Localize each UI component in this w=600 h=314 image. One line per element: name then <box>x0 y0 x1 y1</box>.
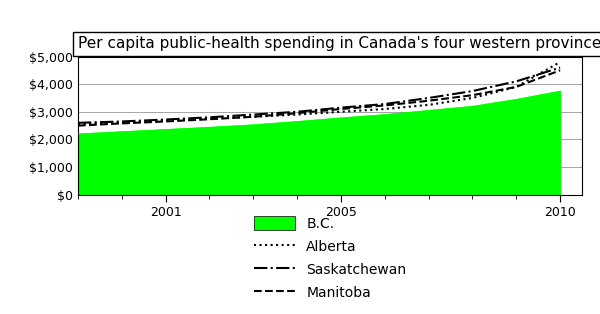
Legend: B.C., Alberta, Saskatchewan, Manitoba: B.C., Alberta, Saskatchewan, Manitoba <box>247 209 413 307</box>
Text: Per capita public-health spending in Canada's four western provinces: Per capita public-health spending in Can… <box>78 36 600 51</box>
